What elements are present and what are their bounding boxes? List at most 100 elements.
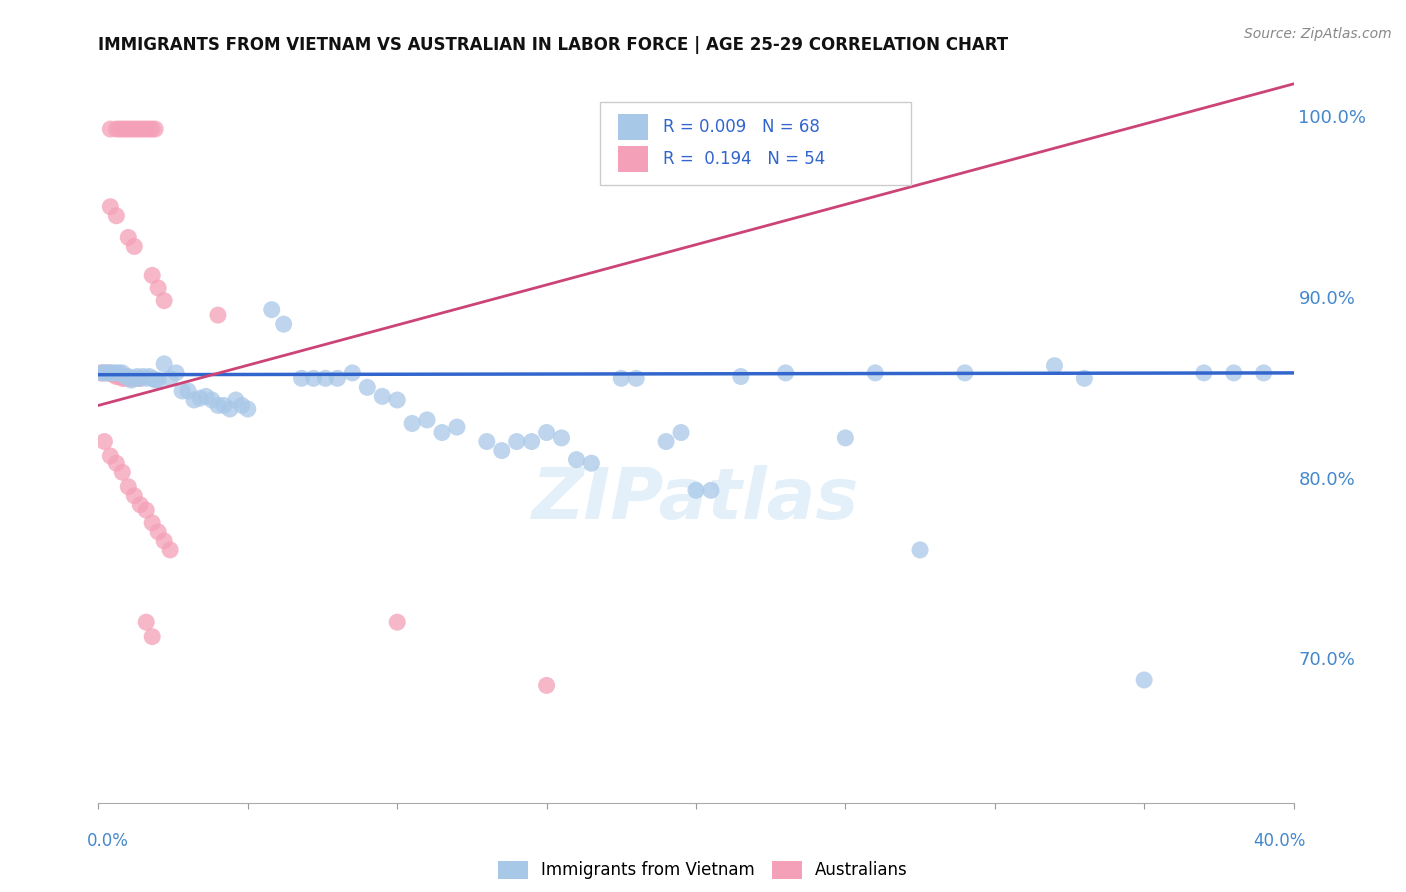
- Point: [775, 366, 797, 380]
- Point: [371, 389, 394, 403]
- Point: [90, 366, 112, 380]
- Point: [148, 524, 170, 539]
- Point: [1133, 673, 1156, 687]
- Point: [124, 371, 146, 385]
- Point: [132, 122, 155, 136]
- Point: [98, 200, 122, 214]
- Point: [610, 371, 633, 385]
- Point: [117, 371, 139, 385]
- Point: [953, 366, 976, 380]
- Point: [172, 384, 194, 398]
- Point: [120, 371, 142, 385]
- Point: [219, 402, 242, 417]
- Point: [342, 366, 364, 380]
- Point: [117, 480, 139, 494]
- Point: [143, 373, 166, 387]
- Text: ZIPatlas: ZIPatlas: [533, 465, 859, 533]
- Point: [141, 630, 163, 644]
- Point: [700, 483, 723, 498]
- Point: [138, 122, 160, 136]
- Point: [124, 122, 146, 136]
- Point: [117, 230, 139, 244]
- Point: [96, 366, 118, 380]
- Point: [1192, 366, 1215, 380]
- Point: [124, 489, 146, 503]
- Point: [108, 122, 131, 136]
- Point: [98, 449, 122, 463]
- Point: [138, 369, 160, 384]
- Point: [177, 384, 200, 398]
- Point: [195, 389, 218, 403]
- Point: [1253, 366, 1275, 380]
- Point: [135, 503, 157, 517]
- Point: [669, 425, 692, 440]
- Point: [143, 122, 166, 136]
- Point: [124, 371, 146, 385]
- Point: [129, 122, 152, 136]
- Legend: Immigrants from Vietnam, Australians: Immigrants from Vietnam, Australians: [498, 861, 908, 880]
- Point: [153, 533, 176, 548]
- Point: [491, 443, 513, 458]
- Bar: [619, 114, 648, 140]
- Point: [93, 366, 115, 380]
- Point: [96, 366, 118, 380]
- Point: [626, 371, 648, 385]
- FancyBboxPatch shape: [600, 102, 911, 185]
- Point: [129, 371, 152, 385]
- Point: [236, 402, 259, 417]
- Point: [273, 317, 295, 331]
- Point: [385, 615, 409, 630]
- Point: [165, 366, 187, 380]
- Point: [129, 371, 152, 385]
- Point: [127, 122, 149, 136]
- Point: [302, 371, 325, 385]
- Point: [135, 615, 157, 630]
- Point: [260, 302, 283, 317]
- Point: [141, 516, 163, 530]
- Point: [148, 373, 170, 387]
- Point: [506, 434, 529, 449]
- Point: [1073, 371, 1095, 385]
- Point: [153, 357, 176, 371]
- Point: [401, 417, 423, 431]
- Point: [111, 371, 134, 385]
- Point: [90, 366, 112, 380]
- Point: [188, 391, 211, 405]
- Point: [1223, 366, 1246, 380]
- Point: [730, 369, 752, 384]
- Text: R = 0.009   N = 68: R = 0.009 N = 68: [662, 119, 820, 136]
- Point: [129, 498, 152, 512]
- Point: [231, 398, 253, 412]
- Point: [124, 239, 146, 253]
- Point: [135, 371, 157, 385]
- Point: [475, 434, 498, 449]
- Text: 0.0%: 0.0%: [87, 832, 128, 850]
- Point: [356, 380, 378, 394]
- Point: [127, 369, 149, 384]
- Point: [114, 122, 136, 136]
- Point: [98, 122, 122, 136]
- Point: [1043, 359, 1066, 373]
- Point: [105, 209, 128, 223]
- Point: [114, 371, 136, 385]
- Point: [385, 392, 409, 407]
- Point: [581, 456, 603, 470]
- Point: [117, 122, 139, 136]
- Text: IMMIGRANTS FROM VIETNAM VS AUSTRALIAN IN LABOR FORCE | AGE 25-29 CORRELATION CHA: IMMIGRANTS FROM VIETNAM VS AUSTRALIAN IN…: [98, 36, 1008, 54]
- Point: [98, 366, 122, 380]
- Point: [201, 392, 224, 407]
- Point: [103, 366, 125, 380]
- Point: [93, 434, 115, 449]
- Point: [108, 366, 131, 380]
- Point: [120, 122, 142, 136]
- Point: [105, 369, 128, 384]
- Point: [153, 293, 176, 308]
- Point: [326, 371, 349, 385]
- Point: [565, 452, 588, 467]
- Bar: [619, 146, 648, 172]
- Point: [135, 122, 157, 136]
- Point: [111, 366, 134, 380]
- Point: [446, 420, 468, 434]
- Point: [127, 371, 149, 385]
- Point: [291, 371, 314, 385]
